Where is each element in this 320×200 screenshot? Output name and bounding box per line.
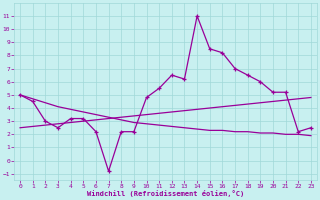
X-axis label: Windchill (Refroidissement éolien,°C): Windchill (Refroidissement éolien,°C) xyxy=(87,190,244,197)
